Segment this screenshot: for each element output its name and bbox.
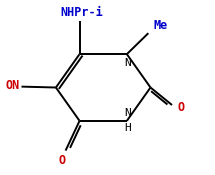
Text: O: O bbox=[59, 154, 66, 167]
Text: ON: ON bbox=[5, 79, 19, 92]
Text: NHPr-i: NHPr-i bbox=[60, 6, 103, 19]
Text: Me: Me bbox=[154, 19, 168, 32]
Text: H: H bbox=[124, 123, 131, 133]
Text: N: N bbox=[124, 58, 131, 68]
Text: O: O bbox=[177, 101, 184, 114]
Text: N: N bbox=[124, 108, 131, 118]
